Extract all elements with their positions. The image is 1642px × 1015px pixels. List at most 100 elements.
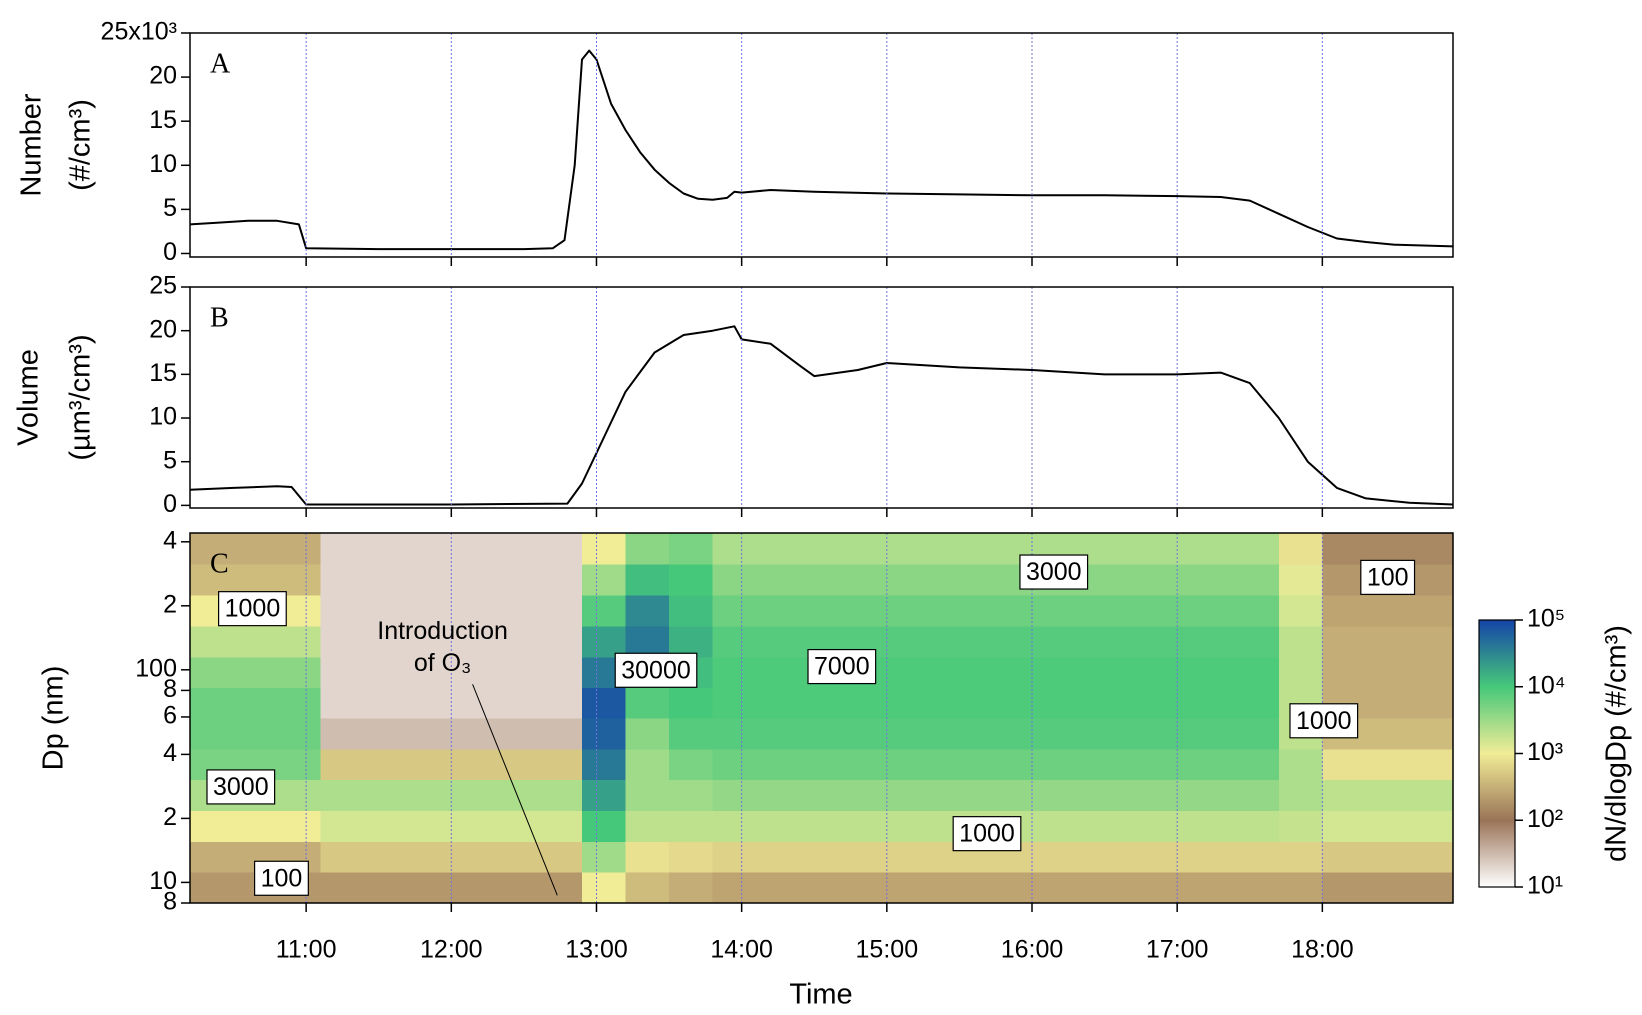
heatmap-cell: [799, 841, 844, 873]
heatmap-cell: [233, 656, 278, 688]
y-tick-label: 6: [163, 702, 177, 730]
heatmap-cell: [973, 871, 1018, 904]
heatmap-cell: [364, 841, 409, 873]
heatmap-cell: [1409, 871, 1454, 904]
heatmap-cell: [1148, 533, 1193, 565]
heatmap-cell: [625, 594, 670, 627]
heatmap-cell: [1235, 871, 1280, 904]
contour-label: 1000: [959, 820, 1015, 848]
heatmap-cell: [1365, 533, 1410, 565]
heatmap-cell: [451, 594, 496, 627]
heatmap-cell: [320, 564, 365, 596]
heatmap-cell: [1235, 718, 1280, 750]
heatmap-cell: [886, 687, 931, 719]
y-tick-label: 8: [163, 675, 177, 703]
heatmap-cell: [973, 594, 1018, 627]
heatmap-cell: [364, 533, 409, 565]
y-tick-label: 2: [163, 590, 177, 618]
heatmap-cell: [1104, 687, 1149, 719]
heatmap-cell: [973, 749, 1018, 781]
x-tick-label: 16:00: [1001, 936, 1064, 964]
heatmap-cell: [407, 718, 452, 750]
heatmap-cells: [190, 533, 1454, 904]
y-tick-label: 5: [163, 194, 177, 222]
heatmap-cell: [1104, 749, 1149, 781]
heatmap-cell: [1409, 533, 1454, 565]
heatmap-cell: [494, 687, 539, 719]
heatmap-cell: [1409, 594, 1454, 627]
heatmap-cell: [625, 749, 670, 781]
x-tick-label: 14:00: [710, 936, 773, 964]
y-tick-label: 100: [135, 654, 177, 682]
heatmap-cell: [1278, 564, 1323, 596]
heatmap-cell: [1191, 841, 1236, 873]
heatmap-cell: [538, 718, 583, 750]
heatmap-cell: [1104, 656, 1149, 688]
heatmap-cell: [407, 594, 452, 627]
heatmap-cell: [756, 749, 801, 781]
heatmap-cell: [1191, 687, 1236, 719]
heatmap-cell: [1061, 749, 1106, 781]
heatmap-cell: [233, 533, 278, 565]
heatmap-cell: [538, 625, 583, 658]
heatmap-cell: [843, 810, 888, 842]
heatmap-cell: [581, 625, 627, 658]
y-tick-label: 10: [149, 150, 177, 178]
y-axis-title: Dp (nm): [38, 666, 70, 771]
heatmap-cell: [799, 749, 844, 781]
heatmap-cell: [1235, 533, 1280, 565]
heatmap-cell: [973, 564, 1018, 596]
heatmap-cell: [581, 564, 627, 596]
heatmap-cell: [1409, 687, 1454, 719]
heatmap-cell: [886, 810, 931, 842]
heatmap-cell: [320, 625, 365, 658]
heatmap-cell: [1278, 871, 1323, 904]
colorbar-tick-label: 10⁵: [1527, 605, 1565, 633]
heatmap-cell: [1322, 564, 1367, 596]
x-tick-label: 11:00: [276, 936, 337, 964]
heatmap-cell: [886, 533, 931, 565]
heatmap-cell: [277, 625, 322, 658]
heatmap-cell: [451, 871, 496, 904]
heatmap-cell: [1148, 687, 1193, 719]
heatmap-cell: [190, 533, 235, 565]
heatmap-cell: [277, 779, 322, 811]
heatmap-cell: [625, 687, 670, 719]
heatmap-cell: [756, 718, 801, 750]
colorbar-title: dN/dlogDp (#/cm³): [1601, 625, 1633, 862]
annotation-arrow: [472, 684, 558, 896]
heatmap-cell: [320, 871, 365, 904]
heatmap-cell: [451, 687, 496, 719]
heatmap-cell: [494, 810, 539, 842]
heatmap-cell: [1365, 871, 1410, 904]
heatmap-cell: [1191, 656, 1236, 688]
heatmap-cell: [1365, 810, 1410, 842]
heatmap-cell: [451, 718, 496, 750]
heatmap-cell: [669, 841, 714, 873]
heatmap-cell: [712, 749, 757, 781]
heatmap-cell: [1191, 594, 1236, 627]
y-axis-title: (#/cm³): [65, 99, 97, 191]
heatmap-cell: [973, 687, 1018, 719]
heatmap-cell: [1061, 594, 1106, 627]
annotation-text: Introduction: [377, 617, 508, 645]
contour-label: 3000: [1026, 558, 1082, 586]
heatmap-cell: [1235, 749, 1280, 781]
heatmap-cell: [843, 779, 888, 811]
heatmap-cell: [669, 871, 714, 904]
heatmap-cell: [1365, 779, 1410, 811]
heatmap-cell: [320, 594, 365, 627]
heatmap-cell: [756, 687, 801, 719]
heatmap-cell: [669, 810, 714, 842]
heatmap-cell: [1322, 841, 1367, 873]
heatmap-cell: [277, 810, 322, 842]
heatmap-cell: [1061, 841, 1106, 873]
heatmap-cell: [756, 779, 801, 811]
heatmap-cell: [1365, 656, 1410, 688]
heatmap-cell: [1409, 625, 1454, 658]
heatmap-cell: [1104, 841, 1149, 873]
heatmap-cell: [190, 841, 235, 873]
heatmap-cell: [538, 810, 583, 842]
heatmap-cell: [1235, 656, 1280, 688]
heatmap-cell: [930, 625, 975, 658]
